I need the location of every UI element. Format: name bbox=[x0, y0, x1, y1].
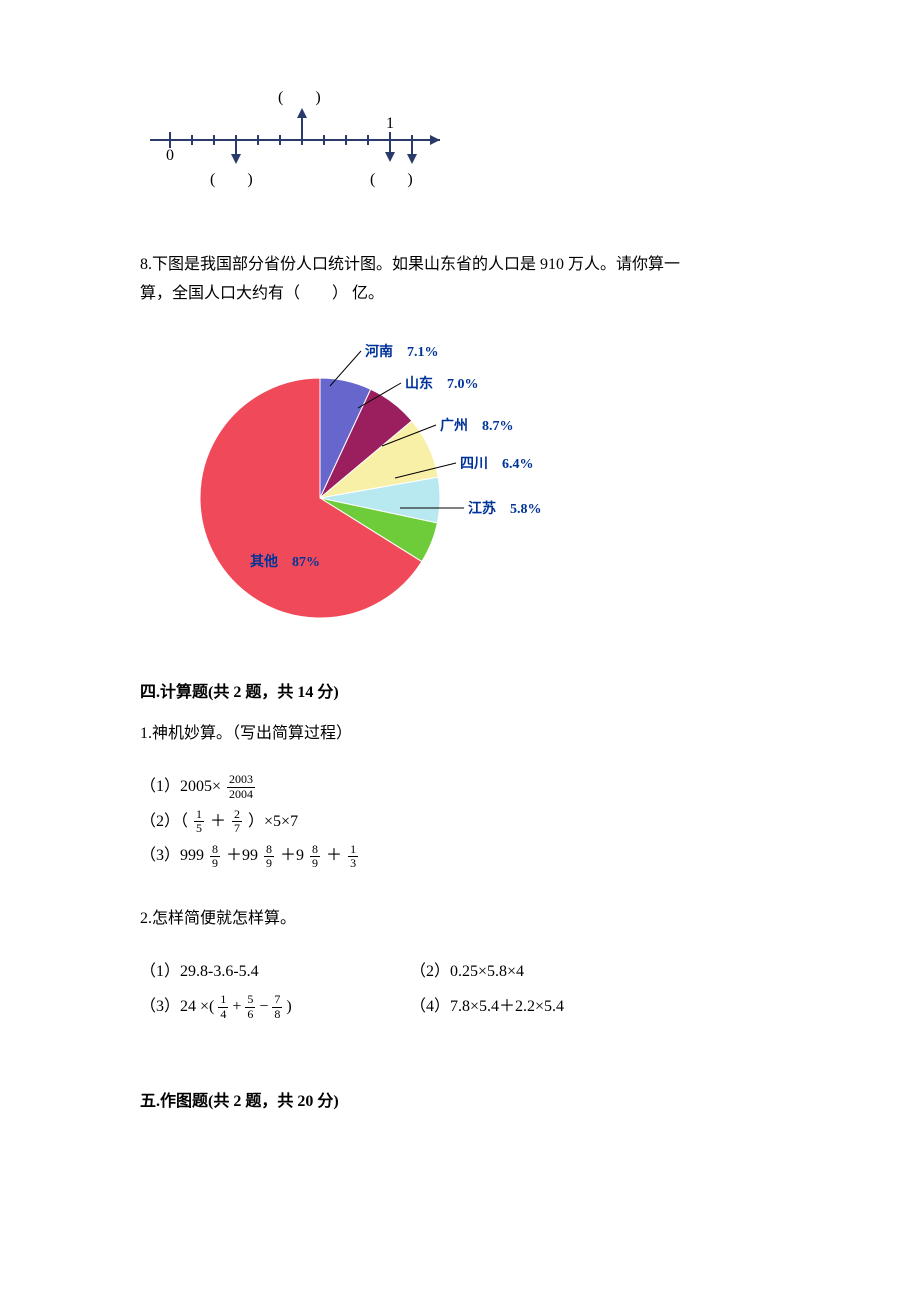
pie-label-4: 江苏 5.8% bbox=[468, 500, 542, 517]
s4-item2-intro: 2.怎样简便就怎样算。 bbox=[140, 905, 780, 934]
frac-1-4: 1 4 bbox=[218, 993, 228, 1020]
s4-2-row1: （1）29.8-3.6-5.4 （2）0.25×5.8×4 bbox=[140, 958, 780, 987]
frac-7-8: 7 8 bbox=[272, 993, 282, 1020]
pie-label-5: 其他 87% bbox=[250, 553, 320, 570]
s4-2-3: （3）24 ×( 1 4 + 5 6 − 7 8 ) bbox=[140, 993, 380, 1022]
s4-2-2: （2）0.25×5.8×4 bbox=[410, 958, 650, 987]
pie-label-0: 河南 7.1% bbox=[365, 343, 439, 360]
s4-1-1: （1）2005× 2003 2004 bbox=[140, 773, 780, 802]
s4-item1-intro: 1.神机妙算。（写出简算过程） bbox=[140, 720, 780, 749]
label-zero: 0 bbox=[166, 147, 174, 164]
frac-1-3: 1 3 bbox=[348, 843, 358, 870]
question-8: 8.下图是我国部分省份人口统计图。如果山东省的人口是 910 万人。请你算一 算… bbox=[140, 251, 780, 309]
frac-8-9a: 8 9 bbox=[210, 843, 220, 870]
label-one: 1 bbox=[386, 115, 394, 132]
blank-bl: ( ) bbox=[210, 171, 253, 188]
s4-2-4: （4）7.8×5.4＋2.2×5.4 bbox=[410, 993, 650, 1022]
s4-1-3: （3）999 8 9 ＋99 8 9 ＋9 8 9 ＋ 1 3 bbox=[140, 842, 780, 871]
s4-1-2: （2）（ 1 5 ＋ 2 7 ）×5×7 bbox=[140, 808, 780, 837]
frac-2-7: 2 7 bbox=[232, 808, 242, 835]
pie-label-1: 山东 7.0% bbox=[405, 375, 479, 392]
s4-2-1: （1）29.8-3.6-5.4 bbox=[140, 958, 380, 987]
blank-top: ( ) bbox=[278, 89, 321, 106]
pie-label-2: 广州 8.7% bbox=[440, 417, 514, 434]
frac-5-6: 5 6 bbox=[245, 993, 255, 1020]
pie-chart-figure: 河南 7.1% 山东 7.0% 广州 8.7% 四川 6.4% 江苏 5.8% 其他 87… bbox=[190, 338, 780, 639]
frac-2003-2004: 2003 2004 bbox=[227, 773, 255, 800]
number-line-svg: ( ) 0 1 ( ) bbox=[140, 80, 460, 200]
s4-2-row2: （3）24 ×( 1 4 + 5 6 − 7 8 ) （4）7.8×5.4＋2.… bbox=[140, 993, 780, 1022]
pie-label-3: 四川 6.4% bbox=[460, 456, 534, 472]
frac-1-5: 1 5 bbox=[194, 808, 204, 835]
frac-8-9b: 8 9 bbox=[264, 843, 274, 870]
q8-line1: 8.下图是我国部分省份人口统计图。如果山东省的人口是 910 万人。请你算一 bbox=[140, 251, 780, 280]
blank-br: ( ) bbox=[370, 171, 413, 188]
frac-8-9c: 8 9 bbox=[310, 843, 320, 870]
section-5-title: 五.作图题(共 2 题，共 20 分) bbox=[140, 1088, 780, 1117]
s4-1-1-prefix: （1）2005× bbox=[140, 773, 221, 802]
pie-chart-svg: 河南 7.1% 山东 7.0% 广州 8.7% 四川 6.4% 江苏 5.8% 其他 87… bbox=[190, 338, 590, 628]
section-4-title: 四.计算题(共 2 题，共 14 分) bbox=[140, 679, 780, 708]
q8-line2: 算，全国人口大约有（ ） 亿。 bbox=[140, 280, 780, 309]
number-line-figure: ( ) 0 1 ( ) bbox=[140, 80, 780, 211]
